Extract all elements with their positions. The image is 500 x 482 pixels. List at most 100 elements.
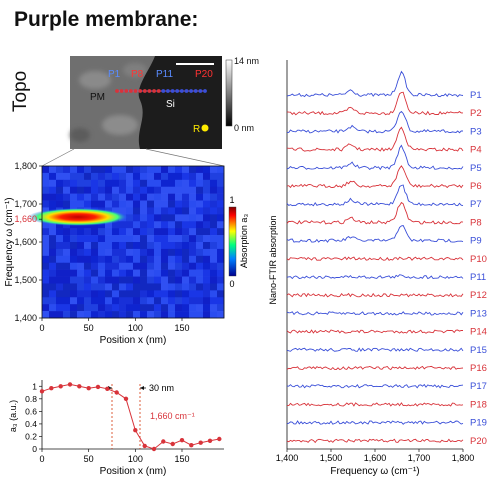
heatmap-cell <box>126 214 134 222</box>
heatmap-cell <box>98 186 106 194</box>
heatmap-cell <box>168 262 176 270</box>
heatmap-cell <box>182 311 190 319</box>
heatmap-cell <box>168 186 176 194</box>
spectra-ylabel: Nano-FTIR absorption <box>268 215 278 304</box>
heatmap-cell <box>203 276 211 284</box>
heatmap-cell <box>189 283 197 291</box>
spectrum-label: P11 <box>470 272 486 283</box>
heatmap-cell <box>70 186 78 194</box>
heatmap-cell <box>210 221 218 229</box>
heatmap-cell <box>42 186 50 194</box>
heatmap-cell <box>182 297 190 305</box>
heatmap-cell <box>112 235 120 243</box>
heatmap-cell <box>189 304 197 312</box>
heatmap-cell <box>140 179 148 188</box>
heatmap-cell <box>105 276 113 284</box>
heatmap-cell <box>105 179 113 188</box>
heatmap-cell <box>49 304 57 312</box>
heatmap-cell <box>175 290 183 298</box>
heatmap-cell <box>91 262 99 270</box>
heatmap-cell <box>126 228 134 236</box>
heatmap-cell <box>70 290 78 298</box>
heatmap-panel: 1,800 1,700 1,660 1,600 1,500 1,400 0 50 100 150… <box>4 161 249 346</box>
heatmap-cell <box>189 193 197 201</box>
heatmap-cell <box>175 235 183 243</box>
heatmap-cell <box>84 166 92 174</box>
heatmap-cell <box>112 269 120 277</box>
heatmap-cell <box>126 304 134 312</box>
heatmap-cell <box>42 248 50 257</box>
heatmap-cell <box>70 242 78 250</box>
spectrum-label: P4 <box>470 145 482 156</box>
heatmap-cell <box>203 193 211 201</box>
heatmap-cell <box>91 276 99 284</box>
heatmap-cell <box>98 228 106 236</box>
spectrum-line <box>286 365 464 371</box>
heatmap-cell <box>70 235 78 243</box>
heatmap-cell <box>189 276 197 284</box>
heatmap-cell <box>112 290 120 298</box>
heatmap-cell <box>98 242 106 250</box>
heatmap-cell <box>84 311 92 319</box>
heatmap-cell <box>154 283 162 291</box>
heatmap-cell <box>112 242 120 250</box>
heatmap-cell <box>126 179 134 188</box>
heatmap-cell <box>42 276 50 284</box>
heatmap-cell <box>119 172 127 181</box>
heatmap-cell <box>42 297 50 305</box>
heatmap-cell <box>182 304 190 312</box>
heatmap-cell <box>210 193 218 201</box>
topo-point-p1: P1 <box>108 69 121 80</box>
heatmap-cell <box>154 207 162 215</box>
heatmap-cell <box>91 311 99 319</box>
spectrum-line <box>286 91 463 116</box>
heatmap-cell <box>56 166 64 174</box>
heatmap-cell <box>217 304 225 312</box>
heatmap-cell <box>133 172 141 181</box>
heatmap-cell <box>189 221 197 229</box>
heatmap-cell <box>161 290 169 298</box>
heatmap-cell <box>98 255 106 264</box>
heatmap-cell <box>175 179 183 188</box>
heatmap-cell <box>189 255 197 264</box>
heatmap-cell <box>140 214 148 222</box>
spectrum-label: P3 <box>470 126 482 137</box>
heatmap-cell <box>70 311 78 319</box>
heatmap-cell <box>210 200 218 208</box>
heatmap-cell <box>91 193 99 201</box>
heatmap-cell <box>203 283 211 291</box>
heatmap-cell <box>196 248 204 257</box>
heatmap-cell <box>105 186 113 194</box>
spectrum-line <box>286 274 464 280</box>
heatmap-cell <box>210 269 218 277</box>
heatmap-cell <box>196 242 204 250</box>
heatmap-cell <box>49 242 57 250</box>
heatmap-cell <box>182 269 190 277</box>
heatmap-cell <box>196 221 204 229</box>
topo-dot <box>156 89 161 93</box>
heatmap-cell <box>70 248 78 257</box>
heatmap-cell <box>112 166 120 174</box>
heatmap-cell <box>161 214 169 222</box>
profile-point <box>77 384 82 389</box>
heatmap-cell <box>126 193 134 201</box>
heatmap-cell <box>126 200 134 208</box>
profile-y-tick: 0.6 <box>25 406 37 416</box>
heatmap-cell <box>98 283 106 291</box>
heatmap-cell <box>70 228 78 236</box>
heatmap-cell <box>98 166 106 174</box>
heatmap-cell <box>210 248 218 257</box>
heatmap-cell <box>70 166 78 174</box>
profile-panel: 1 0.8 0.6 0.4 0.2 0 0 50 100 150 30 nm 1,660 cm⁻… <box>8 380 224 477</box>
topo-dot <box>124 89 129 93</box>
heatmap-cell <box>168 290 176 298</box>
spectrum-label: P10 <box>470 254 487 265</box>
heatmap-cell <box>182 207 190 215</box>
heatmap-cell <box>133 269 141 277</box>
heatmap-cell <box>98 304 106 312</box>
heatmap-cell <box>189 248 197 257</box>
heatmap-cell <box>70 200 78 208</box>
heatmap-cell <box>70 255 78 264</box>
heatmap-cell <box>196 276 204 284</box>
spectrum-line <box>287 110 463 134</box>
